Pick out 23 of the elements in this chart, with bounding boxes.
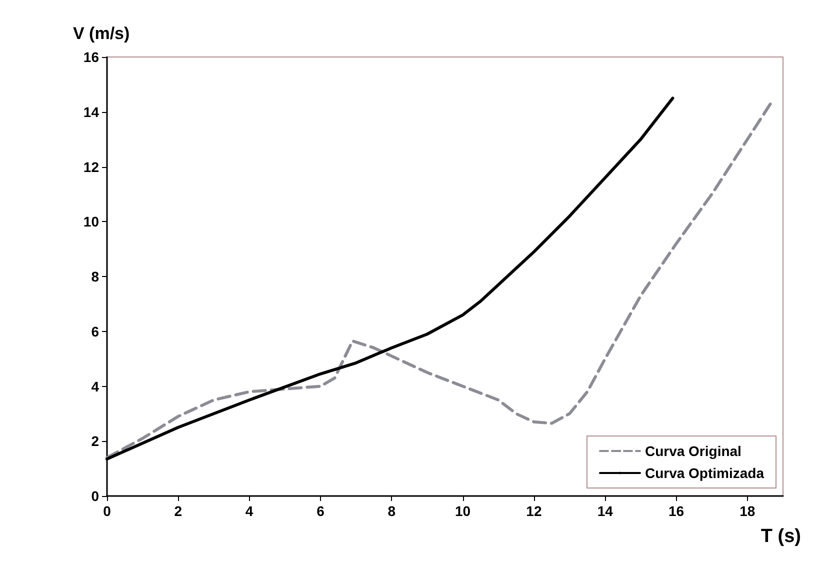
- x-axis-title: T (s): [760, 526, 802, 547]
- y-tick-label: 14: [83, 104, 100, 120]
- y-tick-label: 10: [83, 214, 100, 230]
- x-tick-label: 18: [740, 503, 756, 519]
- x-tick-label: 0: [103, 503, 112, 519]
- x-tick-label: 4: [245, 503, 254, 519]
- x-tick-label: 8: [388, 503, 396, 519]
- y-tick-label: 8: [91, 268, 100, 284]
- x-tick-label: 10: [455, 503, 471, 519]
- y-axis-title: V (m/s): [73, 24, 130, 43]
- y-tick-label: 0: [91, 488, 100, 504]
- y-tick-label: 4: [91, 378, 100, 394]
- x-tick-label: 6: [316, 503, 325, 519]
- y-tick-label: 12: [83, 158, 100, 175]
- x-tick-label: 12: [526, 503, 542, 519]
- x-tick-label: 14: [597, 503, 614, 519]
- y-tick-label: 6: [91, 323, 100, 340]
- y-tick-label: 2: [91, 433, 100, 450]
- y-tick-label: 16: [83, 49, 100, 65]
- x-tick-label: 2: [174, 503, 182, 519]
- legend-label: Curva Optimizada: [644, 465, 764, 481]
- x-tick-label: 16: [668, 503, 684, 519]
- legend-label: Curva Original: [644, 443, 742, 459]
